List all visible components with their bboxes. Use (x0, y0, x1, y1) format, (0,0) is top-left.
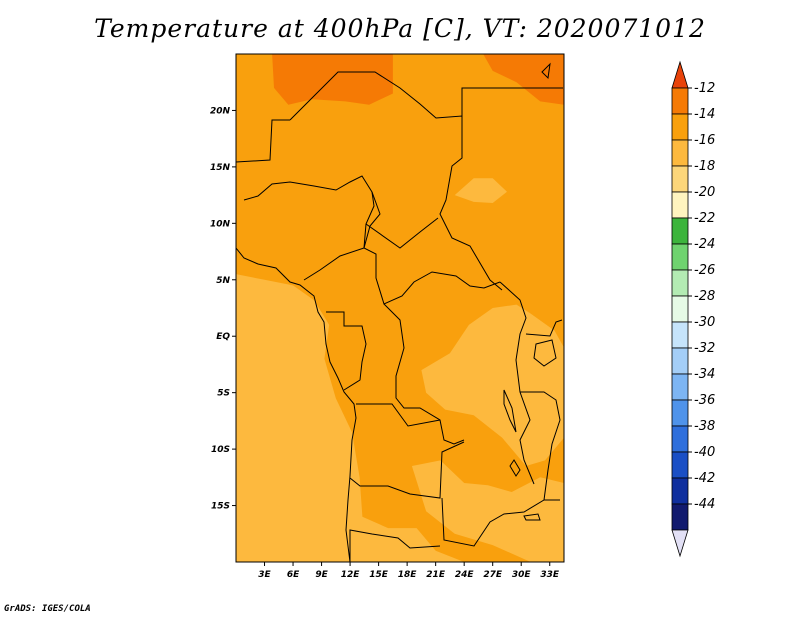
colorbar-segment (671, 425, 689, 453)
y-tick-label: 5N (216, 276, 230, 286)
lake-outline (503, 389, 517, 433)
colorbar-label: -14 (694, 107, 715, 122)
colorbar-label: -42 (694, 471, 715, 486)
field-region (421, 304, 564, 466)
colorbar-label: -28 (694, 289, 715, 304)
colorbar-label: -16 (694, 133, 715, 148)
border-line (525, 319, 563, 337)
country-borders (235, 62, 563, 563)
chart-title: Temperature at 400hPa [C], VT: 202007101… (94, 14, 706, 43)
border-line (356, 403, 441, 427)
x-tick-label: 6E (287, 570, 300, 580)
colorbar-label: -32 (694, 341, 715, 356)
grads-credit: GrADS: IGES/COLA (4, 604, 91, 614)
colorbar-label: -26 (694, 263, 715, 278)
lake-outline (523, 513, 541, 521)
colorbar-segment (671, 451, 689, 479)
y-tick-label: 15N (210, 163, 231, 173)
colorbar-label: -12 (694, 81, 715, 96)
colorbar-segment (671, 477, 689, 505)
colorbar-segment (671, 217, 689, 245)
colorbar-label: -20 (694, 185, 715, 200)
border-line (520, 391, 561, 501)
y-tick-label: 5S (217, 389, 230, 399)
west-africa-coastline (235, 247, 357, 563)
colorbar-label: -18 (694, 159, 715, 174)
border-line (243, 175, 381, 281)
colorbar-segment (671, 399, 689, 427)
x-tick-label: 21E (426, 570, 446, 580)
y-tick-label: 15S (211, 502, 230, 512)
y-tick-label: 10N (210, 219, 231, 229)
y-tick-label: 10S (211, 445, 230, 455)
colorbar-segment (671, 191, 689, 219)
map-plot-area (236, 54, 564, 562)
colorbar-label: -38 (694, 419, 715, 434)
border-line (349, 529, 441, 562)
border-line (289, 71, 503, 291)
border-line (349, 441, 465, 499)
colorbar-segment (671, 347, 689, 375)
colorbar-label: -44 (694, 497, 715, 512)
field-region (411, 460, 564, 562)
border-line (365, 217, 439, 249)
colorbar-bottom-arrow (671, 529, 689, 558)
colorbar-segment (671, 373, 689, 401)
field-region (454, 178, 507, 203)
border-line (441, 497, 560, 547)
x-tick-label: 27E (483, 570, 503, 580)
colorbar-segment (671, 243, 689, 271)
x-tick-label: 18E (398, 570, 418, 580)
y-axis: 20N 15N 10N 5N EQ 5S 10S 15S (210, 106, 236, 512)
x-tick-label: 12E (341, 570, 361, 580)
colorbar-segment (671, 87, 689, 115)
colorbar-label: -34 (694, 367, 715, 382)
x-tick-label: 9E (315, 570, 328, 580)
x-tick-label: 3E (258, 570, 271, 580)
colorbar-segment (671, 321, 689, 349)
field-region (272, 54, 393, 105)
colorbar-segment (671, 269, 689, 297)
colorbar-label: -24 (694, 237, 715, 252)
colorbar-segment (671, 113, 689, 141)
colorbar-top-arrow (671, 60, 689, 89)
border-line (499, 281, 535, 485)
lake-outline (541, 62, 551, 80)
colorbar-segment (671, 503, 689, 531)
x-tick-label: 15E (369, 570, 389, 580)
colorbar-segment (671, 139, 689, 167)
colorbar-label: -22 (694, 211, 715, 226)
field-region (483, 54, 564, 105)
field-region (236, 274, 465, 562)
x-tick-label: 30E (512, 570, 532, 580)
colorbar-segment (671, 165, 689, 193)
x-axis: 3E 6E 9E 12E 15E 18E 21E 24E 27E 30E 33E (258, 562, 560, 580)
colorbar-label: -36 (694, 393, 715, 408)
x-tick-label: 24E (455, 570, 475, 580)
lake-outline (509, 459, 521, 477)
border-line (363, 191, 501, 305)
colorbar: -12 -14 -16 -18 -20 -22 -24 -26 -28 -30 -32 -34 -36 -… (671, 60, 715, 558)
border-line (235, 119, 290, 163)
x-tick-label: 33E (540, 570, 560, 580)
border-line (461, 87, 563, 116)
colorbar-label: -30 (694, 315, 715, 330)
colorbar-segment (671, 295, 689, 323)
border-line (383, 303, 465, 445)
colorbar-label: -40 (694, 445, 715, 460)
lake-outline (533, 339, 557, 367)
y-tick-label: EQ (216, 332, 230, 342)
plot-frame (235, 53, 565, 563)
y-tick-label: 20N (210, 106, 231, 116)
border-line (326, 311, 367, 391)
